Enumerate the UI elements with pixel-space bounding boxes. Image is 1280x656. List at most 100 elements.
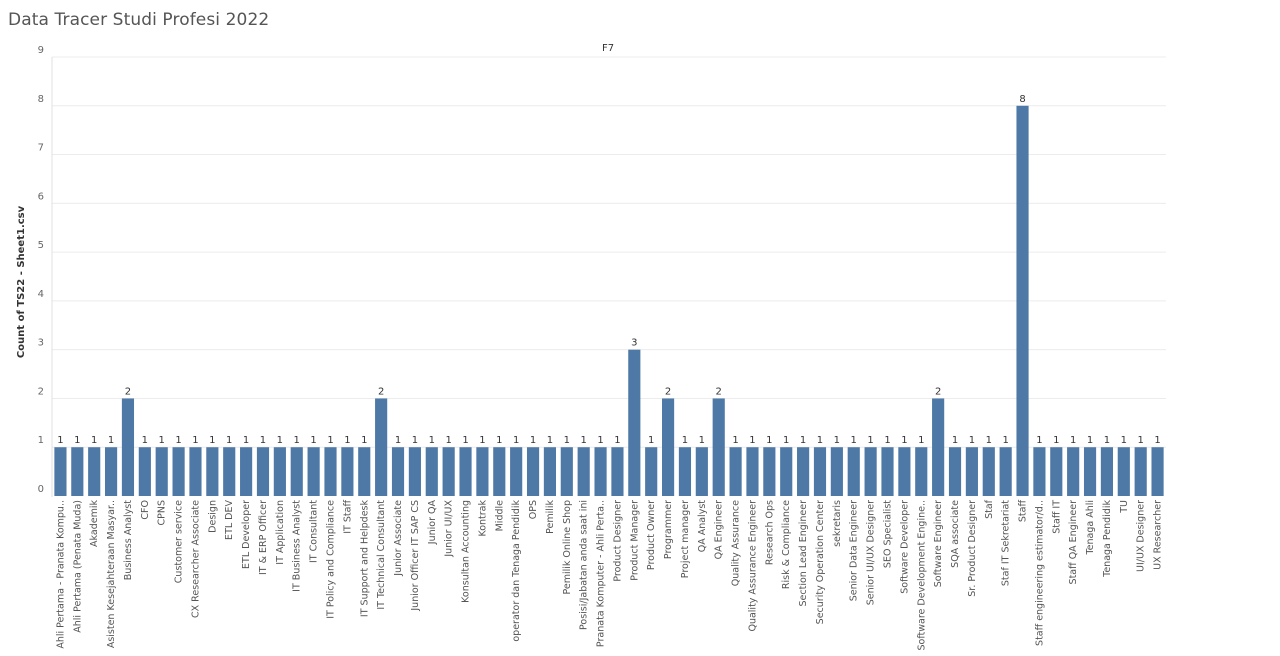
x-category-label: Tenaga Pendidik (1102, 500, 1113, 578)
bar[interactable] (526, 447, 540, 496)
x-category-label: IT Policy and Compliance (326, 500, 337, 619)
bar[interactable] (999, 447, 1012, 496)
bar-value-label: 1 (884, 435, 890, 446)
bar[interactable] (408, 447, 421, 496)
x-category-label: Staff engineering estimator/d.. (1034, 500, 1045, 646)
bar-value-label: 1 (294, 435, 300, 446)
bar[interactable] (1050, 447, 1063, 496)
bar-value-label: 1 (530, 435, 536, 446)
bar[interactable] (898, 447, 911, 496)
bar[interactable] (864, 447, 877, 496)
bar[interactable] (915, 447, 928, 496)
bar[interactable] (1083, 447, 1097, 496)
bar[interactable] (797, 447, 810, 496)
bar[interactable] (560, 447, 573, 496)
bar[interactable] (88, 447, 101, 496)
bar[interactable] (847, 447, 860, 496)
x-category-label: Staff IT (1051, 500, 1062, 534)
bar[interactable] (830, 447, 843, 496)
bar[interactable] (358, 447, 371, 496)
x-category-label: IT & ERP Officer (258, 500, 269, 575)
bar[interactable] (391, 447, 405, 496)
bar[interactable] (712, 398, 725, 496)
bar[interactable] (1151, 447, 1164, 496)
bar-value-label: 1 (1036, 435, 1042, 446)
bar[interactable] (54, 447, 67, 496)
bar[interactable] (611, 447, 624, 496)
bar[interactable] (510, 447, 523, 496)
bar-value-label: 1 (462, 435, 468, 446)
bar[interactable] (813, 447, 827, 496)
bar[interactable] (746, 447, 759, 496)
x-category-label: Risk & Compliance (781, 500, 792, 589)
bar[interactable] (763, 447, 776, 496)
bar-value-label: 1 (564, 435, 570, 446)
x-category-label: Product Designer (612, 500, 623, 582)
bar[interactable] (948, 447, 962, 496)
bar[interactable] (223, 447, 236, 496)
bar[interactable] (678, 447, 692, 496)
bar-value-label: 1 (412, 435, 418, 446)
x-axis-categories: Ahli Pertama - Pranata Kompu.. Ahli Perta… (55, 499, 1163, 650)
bar[interactable] (121, 398, 135, 496)
bar[interactable] (1117, 447, 1130, 496)
y-tick-label: 8 (38, 94, 44, 105)
bar[interactable] (543, 447, 557, 496)
bar[interactable] (1067, 447, 1080, 496)
bar-value-label: 1 (699, 435, 705, 446)
bar[interactable] (155, 447, 168, 496)
x-category-label: Security Operation Center (815, 500, 826, 624)
y-tick-label: 3 (38, 338, 44, 349)
bar[interactable] (459, 447, 472, 496)
bar[interactable] (71, 447, 84, 496)
bar[interactable] (493, 447, 506, 496)
bar[interactable] (476, 447, 489, 496)
x-category-label: Akademik (89, 500, 100, 547)
bar[interactable] (256, 447, 270, 496)
bar-value-label: 2 (125, 386, 131, 397)
x-category-label: Asisten Kesejahteraan Masyar.. (106, 500, 117, 648)
bar[interactable] (645, 447, 658, 496)
bar[interactable] (1033, 447, 1046, 496)
bar[interactable] (1016, 105, 1029, 497)
bar[interactable] (172, 447, 185, 496)
bar-value-label: 2 (935, 386, 941, 397)
bar[interactable] (341, 447, 354, 496)
bar[interactable] (628, 349, 641, 496)
bar[interactable] (138, 447, 151, 496)
bar[interactable] (965, 447, 978, 496)
bar[interactable] (324, 447, 337, 496)
bar[interactable] (695, 447, 708, 496)
bar[interactable] (577, 447, 590, 496)
bar-value-label: 1 (783, 435, 789, 446)
bar-value-label: 1 (648, 435, 654, 446)
bar[interactable] (240, 447, 253, 496)
x-category-label: Staff QA Engineer (1068, 500, 1079, 585)
x-category-label: ETL Developer (241, 500, 252, 569)
bar[interactable] (1100, 447, 1114, 496)
y-axis-label: Count of TS22 - Sheet1.csv (16, 205, 27, 358)
bar[interactable] (729, 447, 742, 496)
bar[interactable] (425, 447, 438, 496)
bar[interactable] (661, 398, 675, 496)
bar[interactable] (104, 447, 118, 496)
x-category-label: Ahli Pertama (Penata Muda) (72, 500, 83, 633)
bar[interactable] (594, 447, 607, 496)
bar[interactable] (189, 447, 202, 496)
bar[interactable] (290, 447, 303, 496)
bar[interactable] (780, 447, 793, 496)
bar[interactable] (307, 447, 320, 496)
bar[interactable] (206, 447, 219, 496)
bar-value-label: 1 (732, 435, 738, 446)
bar[interactable] (982, 447, 995, 496)
bar-value-label: 1 (429, 435, 435, 446)
bar[interactable] (932, 398, 945, 496)
bar[interactable] (442, 447, 455, 496)
bar[interactable] (375, 398, 388, 496)
bar[interactable] (273, 447, 286, 496)
bar[interactable] (1134, 447, 1147, 496)
bar[interactable] (881, 447, 894, 496)
x-category-label: IT Technical Consultant (376, 500, 387, 610)
bar-value-label: 1 (175, 435, 181, 446)
x-category-label: Junior QA (427, 500, 438, 546)
